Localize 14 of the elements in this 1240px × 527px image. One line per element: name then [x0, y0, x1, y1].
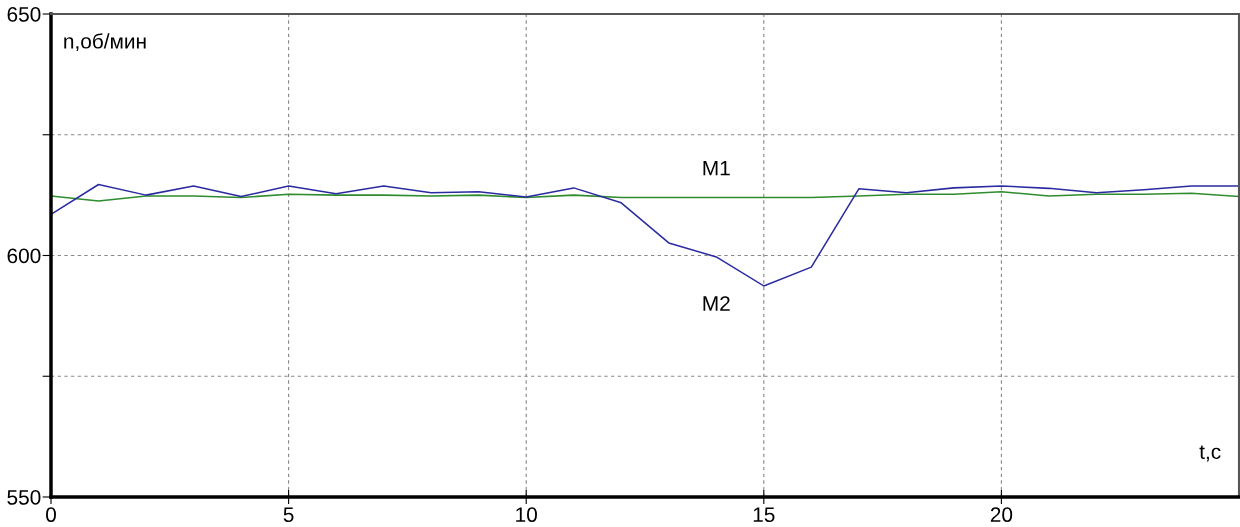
x-tick-label: 0 — [46, 507, 56, 523]
x-tick-label: 10 — [516, 507, 537, 523]
x-tick-label: 5 — [283, 507, 294, 523]
x-axis-title: t,с — [1199, 445, 1221, 462]
series-label: M2 — [703, 296, 730, 311]
y-tick-label: 600 — [7, 248, 41, 264]
series-label: M1 — [703, 161, 730, 176]
line-series — [51, 183, 1239, 287]
x-tick-label: 15 — [753, 507, 775, 523]
y-axis-title: n,об/мин — [64, 33, 146, 52]
y-tick-label: 550 — [7, 490, 41, 505]
y-tick-label: 650 — [7, 7, 41, 22]
line-series — [51, 190, 1239, 202]
x-tick-label: 20 — [990, 507, 1013, 523]
